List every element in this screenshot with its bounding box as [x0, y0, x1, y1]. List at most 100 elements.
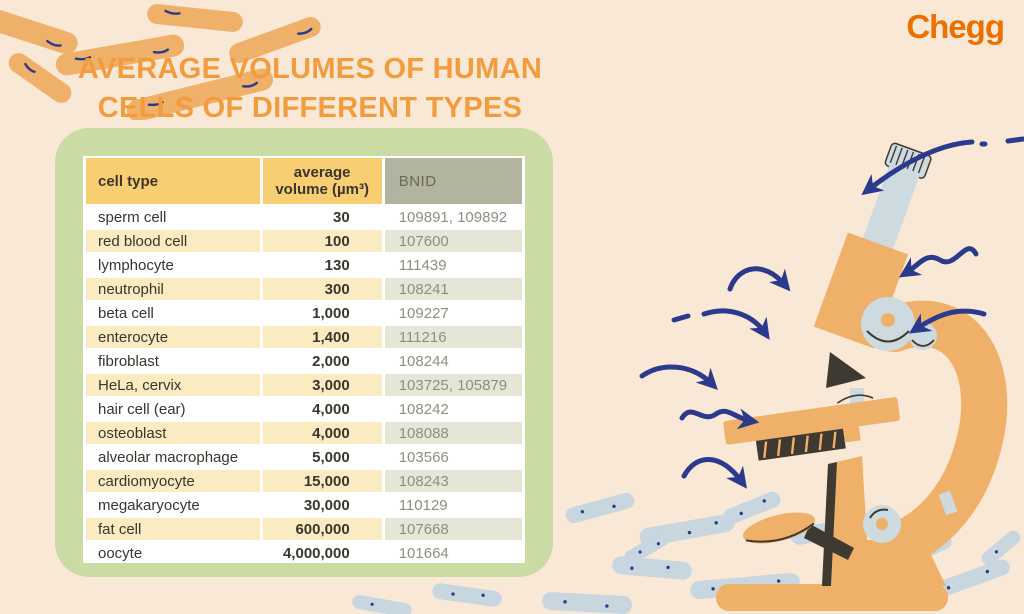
table-row: lymphocyte 130 111439 — [86, 254, 522, 276]
microscope-detail — [911, 339, 935, 347]
bnid-cell: 109891, 109892 — [384, 206, 522, 228]
bacteria-shape — [8, 53, 72, 103]
page-title-line1: AVERAGE VOLUMES OF HUMAN — [77, 53, 543, 85]
bnid-cell: 107600 — [384, 230, 522, 252]
bnid-cell: 108088 — [384, 422, 522, 444]
cell-volume-table: cell type average volume (µm³) BNID sper… — [83, 156, 525, 563]
arrow-icon — [727, 266, 791, 292]
bacteria-shape — [352, 595, 412, 614]
average-volume-cell: 2,000 — [262, 350, 382, 372]
cell-type-cell: hair cell (ear) — [86, 398, 260, 420]
table-row: neutrophil 300 108241 — [86, 278, 522, 300]
cell-type-cell: fibroblast — [86, 350, 260, 372]
microscope-detail — [881, 313, 895, 327]
bnid-cell: 103725, 105879 — [384, 374, 522, 396]
page-title-line2: CELLS OF DIFFERENT TYPES — [97, 92, 523, 124]
average-volume-cell: 3,000 — [262, 374, 382, 396]
average-volume-cell: 600,000 — [262, 518, 382, 540]
chegg-logo: Chegg — [906, 8, 1005, 45]
average-volume-cell: 5,000 — [262, 446, 382, 468]
arrow-icon — [639, 364, 718, 390]
bnid-cell: 110129 — [384, 494, 522, 516]
bacteria-shape — [147, 4, 243, 32]
table-row: alveolar macrophage 5,000 103566 — [86, 446, 522, 468]
bacteria-shape — [0, 1, 78, 55]
average-volume-cell: 30,000 — [262, 494, 382, 516]
table-row: oocyte 4,000,000 101664 — [86, 542, 522, 563]
microscope-arm — [871, 300, 1008, 569]
microscope-detail — [866, 330, 910, 343]
cell-type-cell: sperm cell — [86, 206, 260, 228]
bacteria-shape — [624, 532, 670, 564]
average-volume-cell: 300 — [262, 278, 382, 300]
bnid-cell: 109227 — [384, 302, 522, 324]
col-header-bnid: BNID — [384, 158, 522, 204]
bnid-cell: 103566 — [384, 446, 522, 468]
average-volume-cell: 4,000 — [262, 398, 382, 420]
microscope-detail — [804, 524, 854, 560]
average-volume-cell: 4,000 — [262, 422, 382, 444]
microscope-detail — [876, 518, 888, 530]
table-row: sperm cell 30 109891, 109892 — [86, 206, 522, 228]
table-row: megakaryocyte 30,000 110129 — [86, 494, 522, 516]
table-row: cardiomyocyte 15,000 108243 — [86, 470, 522, 492]
cell-type-cell: beta cell — [86, 302, 260, 324]
microscope-base — [716, 584, 948, 611]
bnid-cell: 108241 — [384, 278, 522, 300]
average-volume-cell: 15,000 — [262, 470, 382, 492]
table-panel: cell type average volume (µm³) BNID sper… — [55, 128, 553, 577]
cell-type-cell: cardiomyocyte — [86, 470, 260, 492]
cell-type-cell: enterocyte — [86, 326, 260, 348]
bnid-cell: 107668 — [384, 518, 522, 540]
bacteria-shape — [981, 530, 1021, 566]
page-title: AVERAGE VOLUMES OF HUMAN CELLS OF DIFFER… — [55, 50, 565, 128]
arrow-icon — [898, 246, 979, 278]
microscope-mirror — [742, 512, 816, 544]
bacteria-shape — [723, 491, 781, 525]
table-row: osteoblast 4,000 108088 — [86, 422, 522, 444]
microscope-detail — [938, 490, 958, 516]
col-header-cell-type: cell type — [86, 158, 260, 204]
table-row: fat cell 600,000 107668 — [86, 518, 522, 540]
bacteria-shape — [229, 17, 321, 63]
average-volume-cell: 4,000,000 — [262, 542, 382, 563]
cell-type-cell: fat cell — [86, 518, 260, 540]
average-volume-cell: 1,000 — [262, 302, 382, 324]
bnid-cell: 108244 — [384, 350, 522, 372]
table-row: hair cell (ear) 4,000 108242 — [86, 398, 522, 420]
bnid-cell: 108242 — [384, 398, 522, 420]
cell-type-cell: osteoblast — [86, 422, 260, 444]
table-row: beta cell 1,000 109227 — [86, 302, 522, 324]
bacteria-shape — [565, 493, 635, 523]
microscope-detail — [869, 508, 889, 519]
average-volume-cell: 30 — [262, 206, 382, 228]
cell-type-cell: HeLa, cervix — [86, 374, 260, 396]
microscope-detail — [826, 352, 866, 388]
arrow-icons — [639, 136, 1024, 489]
col-header-average-volume: average volume (µm³) — [262, 158, 382, 204]
arrow-icon — [671, 308, 770, 340]
cell-type-cell: lymphocyte — [86, 254, 260, 276]
cell-type-cell: oocyte — [86, 542, 260, 563]
bacteria-shape — [432, 583, 502, 607]
table-row: fibroblast 2,000 108244 — [86, 350, 522, 372]
cell-type-cell: neutrophil — [86, 278, 260, 300]
table-body: sperm cell 30 109891, 109892 red blood cell… — [86, 206, 522, 563]
microscope-illustration — [639, 136, 1024, 611]
bnid-cell: 101664 — [384, 542, 522, 563]
table-row: enterocyte 1,400 111216 — [86, 326, 522, 348]
microscope-stage — [723, 394, 901, 461]
microscope-detail — [822, 462, 837, 586]
table-background: cell type average volume (µm³) BNID sper… — [83, 156, 525, 563]
bacteria-decoration-top-left — [0, 1, 321, 120]
bacteria-shape — [55, 34, 185, 76]
average-volume-cell: 130 — [262, 254, 382, 276]
table-header-row: cell type average volume (µm³) BNID — [86, 158, 522, 204]
bnid-cell: 108243 — [384, 470, 522, 492]
arrow-icon — [679, 408, 760, 430]
cell-type-cell: red blood cell — [86, 230, 260, 252]
average-volume-cell: 100 — [262, 230, 382, 252]
bacteria-shape — [542, 592, 632, 614]
arrow-icon — [681, 457, 747, 489]
